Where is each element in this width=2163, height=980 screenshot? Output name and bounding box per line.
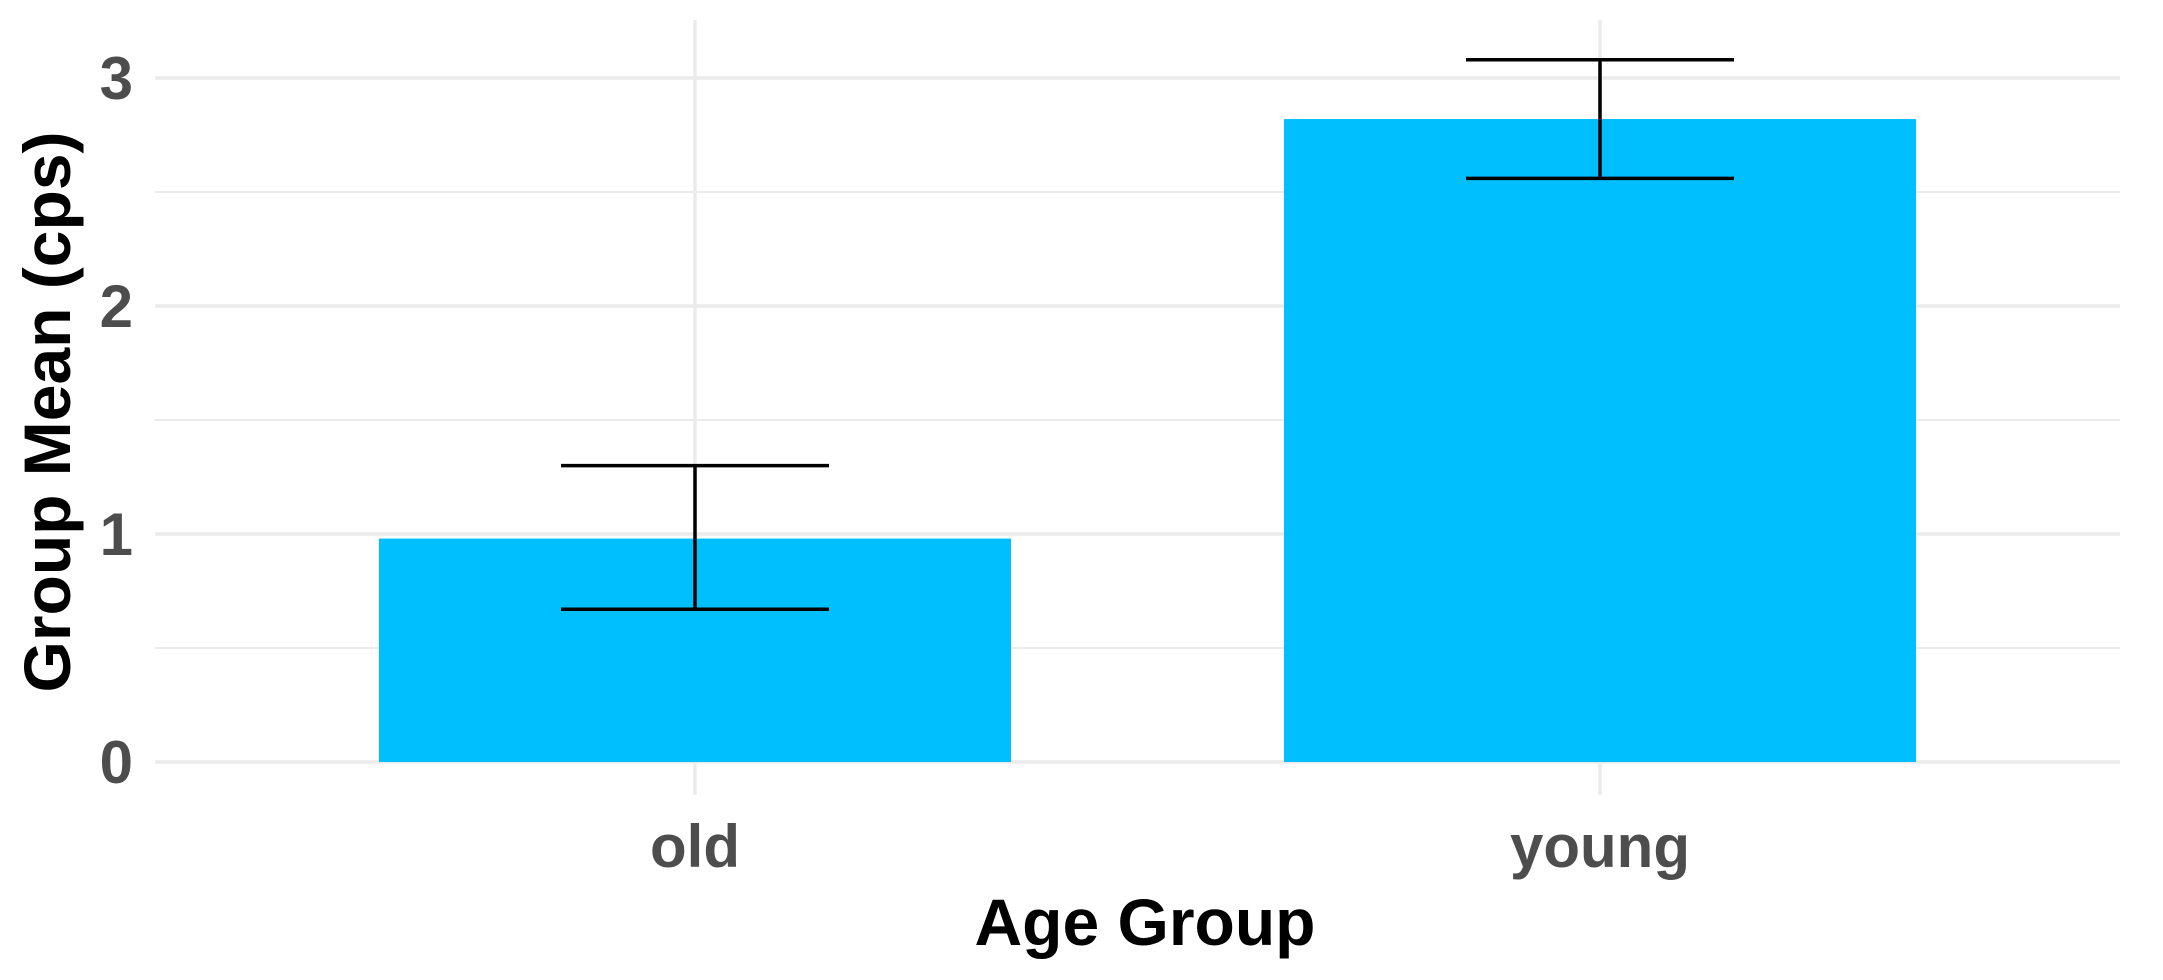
y-tick-label: 0 — [100, 729, 133, 796]
x-tick-label: old — [650, 813, 740, 880]
x-axis-title: Age Group — [975, 885, 1316, 959]
error-bars — [561, 58, 1734, 611]
y-tick-label: 2 — [100, 273, 133, 340]
y-tick-label: 3 — [100, 45, 133, 112]
x-tick-label: young — [1510, 813, 1690, 880]
bar-young — [1284, 119, 1916, 763]
x-axis-ticks: old young — [650, 813, 1690, 880]
y-tick-label: 1 — [100, 501, 133, 568]
bars — [379, 119, 1916, 763]
y-axis-title: Group Mean (cps) — [10, 131, 84, 692]
y-axis-ticks: 0 1 2 3 — [100, 45, 133, 796]
